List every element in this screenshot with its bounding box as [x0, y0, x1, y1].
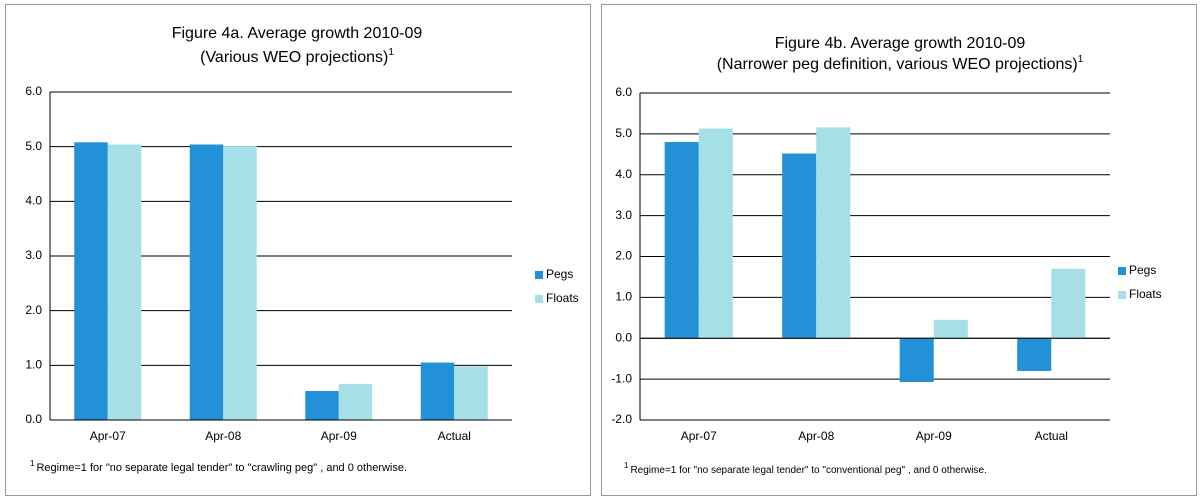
x-tick-label: Apr-09: [321, 429, 357, 443]
legend-label: Pegs: [1129, 263, 1156, 277]
y-tick-label: 4.0: [25, 194, 42, 208]
chart-title: Figure 4a. Average growth 2010-09: [172, 25, 423, 42]
y-tick-label: 0.0: [615, 330, 632, 344]
y-tick-label: 6.0: [25, 84, 42, 98]
bar: [189, 144, 224, 421]
subtitle-note: 1: [388, 47, 394, 58]
x-tick-label: Apr-09: [916, 429, 952, 443]
bar: [816, 127, 851, 339]
x-tick-label: Apr-07: [90, 429, 126, 443]
y-tick-label: 5.0: [615, 126, 632, 140]
y-tick-label: 6.0: [615, 85, 632, 99]
y-tick-label: 2.0: [615, 249, 632, 263]
bar: [1051, 268, 1086, 339]
y-tick-label: -2.0: [611, 412, 632, 426]
x-tick-label: Actual: [438, 429, 471, 443]
bar: [664, 142, 699, 339]
bar: [1017, 338, 1052, 371]
footnote-mark: 1: [30, 459, 35, 468]
bar: [305, 391, 339, 420]
legend-swatch: [1118, 267, 1126, 275]
legend-swatch: [535, 295, 543, 303]
x-tick-label: Apr-08: [798, 429, 834, 443]
y-tick-label: 1.0: [615, 290, 632, 304]
legend-swatch: [1118, 291, 1126, 299]
bar: [420, 362, 455, 420]
x-tick-label: Apr-07: [681, 429, 717, 443]
x-tick-label: Apr-08: [205, 429, 241, 443]
bar: [454, 366, 488, 420]
y-tick-label: 3.0: [25, 248, 42, 262]
x-tick-label: Actual: [1035, 429, 1068, 443]
bar: [698, 128, 733, 339]
bar: [782, 153, 817, 339]
y-tick-label: 2.0: [25, 303, 42, 317]
subtitle-note: 1: [1078, 54, 1084, 65]
y-tick-label: -1.0: [611, 371, 632, 385]
y-tick-label: 0.0: [25, 412, 42, 426]
footnote-mark: 1: [624, 461, 629, 470]
legend-label: Floats: [1129, 287, 1162, 301]
bar: [899, 338, 934, 382]
footnote-text: Regime=1 for "no separate legal tender" …: [36, 462, 407, 474]
chart-title: Figure 4b. Average growth 2010-09: [775, 35, 1026, 52]
legend-label: Floats: [546, 291, 579, 305]
bar: [74, 142, 108, 420]
bar: [933, 319, 968, 339]
chart-subtitle: (Various WEO projections)1: [200, 47, 394, 67]
legend-swatch: [535, 271, 543, 279]
y-tick-label: 4.0: [615, 167, 632, 181]
footnote-text: Regime=1 for "no separate legal tender" …: [630, 465, 986, 476]
y-tick-label: 1.0: [25, 358, 42, 372]
legend-label: Pegs: [546, 267, 573, 281]
y-tick-label: 3.0: [615, 208, 632, 222]
chart-subtitle: (Narrower peg definition, various WEO pr…: [717, 54, 1084, 74]
subtitle-text: (Narrower peg definition, various WEO pr…: [717, 56, 1078, 73]
footnote: 1 Regime=1 for "no separate legal tender"…: [30, 459, 407, 474]
footnote: 1 Regime=1 for "no separate legal tender"…: [624, 461, 987, 476]
y-tick-label: 5.0: [25, 139, 42, 153]
bar: [338, 383, 373, 420]
bar: [107, 144, 142, 421]
bar: [223, 146, 257, 420]
subtitle-text: (Various WEO projections): [200, 49, 388, 66]
